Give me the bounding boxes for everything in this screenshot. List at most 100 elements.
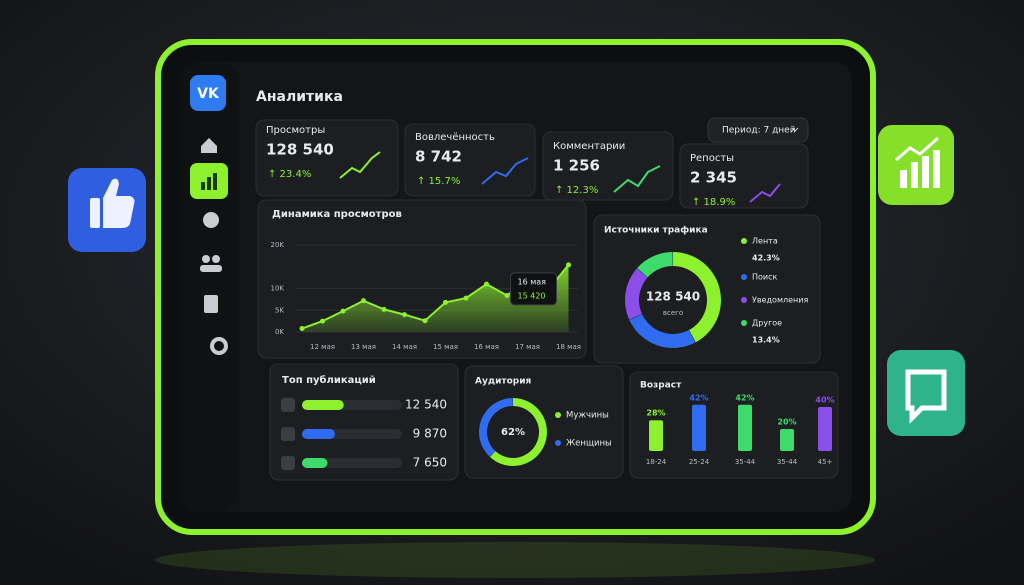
donut-segment <box>489 398 547 466</box>
kpi-value: 2 345 <box>690 169 737 187</box>
home-icon[interactable] <box>201 138 217 153</box>
donut-segment <box>479 398 513 457</box>
point <box>504 292 510 298</box>
age-card <box>629 371 839 479</box>
legend-value: 42.3% <box>752 254 780 263</box>
x-tick-label: 14 мая <box>392 343 417 351</box>
bar <box>780 429 794 451</box>
x-tick-label: 16 мая <box>474 343 499 351</box>
kpi-change: ↑ 23.4% <box>268 169 311 180</box>
area <box>302 264 569 332</box>
kpi-change: ↑ 12.3% <box>555 185 598 196</box>
x-tick-label: 17 мая <box>515 343 540 351</box>
y-tick-label: 5K <box>275 306 284 314</box>
legend-label: Поиск <box>752 273 778 282</box>
legend-dot <box>741 320 747 326</box>
donut-segment <box>625 268 648 320</box>
card-title: Топ публикаций <box>282 374 376 386</box>
sparkline <box>749 183 781 203</box>
bar-value: 9 870 <box>413 427 447 441</box>
card-title: Источники трафика <box>604 226 708 236</box>
chevron <box>791 127 799 132</box>
bar <box>302 458 328 468</box>
tooltip <box>510 272 557 306</box>
checkbox <box>281 456 295 470</box>
tooltip-value: 15 420 <box>518 291 546 300</box>
bar <box>738 404 752 451</box>
donut-segment <box>637 252 673 278</box>
point <box>443 299 448 305</box>
x-tick-label: 13 мая <box>351 343 376 351</box>
bar <box>818 407 832 451</box>
doc-icon[interactable] <box>204 295 218 313</box>
kpi-value: 8 742 <box>415 148 462 166</box>
bar-label: 42% <box>689 393 708 402</box>
x-tick-label: 15 мая <box>433 343 458 351</box>
bar <box>649 420 663 451</box>
pie-icon[interactable] <box>203 212 219 228</box>
point <box>566 262 571 268</box>
legend-label: Другое <box>752 319 782 328</box>
legend-dot <box>741 274 747 280</box>
point <box>320 318 325 324</box>
logo-tile[interactable] <box>190 75 226 111</box>
donut-segment <box>673 252 722 343</box>
kpi-change: ↑ 18.9% <box>692 197 735 208</box>
point <box>484 281 489 287</box>
card-title: Аудитория <box>475 377 532 387</box>
settings-icon[interactable] <box>210 337 228 355</box>
repost-icon <box>887 350 965 436</box>
donut-center-label: всего <box>663 309 683 317</box>
legend-label: Лента <box>752 237 778 246</box>
kpi-value: 1 256 <box>553 157 600 175</box>
checkbox <box>281 427 295 441</box>
card-title: Динамика просмотров <box>272 209 402 220</box>
sparkline <box>481 157 529 185</box>
kpi-label: Вовлечённость <box>415 132 495 143</box>
point <box>422 318 428 324</box>
bar-label: 40% <box>815 396 834 405</box>
y-tick-label: 20K <box>271 241 285 249</box>
users-icon[interactable] <box>202 255 210 263</box>
x-tick-label: 18 мая <box>556 343 581 351</box>
legend-label: Уведомления <box>752 296 808 305</box>
legend-label: Женщины <box>566 439 612 449</box>
y-tick-label: 0K <box>275 328 284 336</box>
reflection <box>155 542 875 578</box>
legend-dot <box>555 440 561 446</box>
kpi-label: Просмотры <box>266 125 325 136</box>
bar-label: 28% <box>646 409 665 418</box>
point <box>340 308 346 314</box>
top-card <box>269 363 459 481</box>
donut-center-value: 62% <box>501 427 525 438</box>
bar <box>692 404 706 451</box>
x-tick-label: 18-24 <box>646 458 667 466</box>
page-title: Аналитика <box>256 89 343 105</box>
kpi-card <box>679 143 809 209</box>
x-tick-label: 12 мая <box>310 343 335 351</box>
sparkline <box>613 165 661 193</box>
x-tick-label: 35-44 <box>735 458 756 466</box>
growth-icon <box>878 125 954 205</box>
bar-label: 20% <box>777 418 796 427</box>
point <box>381 306 387 312</box>
point <box>463 295 469 301</box>
kpi-change: ↑ 15.7% <box>417 176 460 187</box>
donut-segment <box>629 314 696 348</box>
sidebar <box>180 62 238 512</box>
kpi-card <box>404 123 536 197</box>
sparkline <box>339 151 381 179</box>
y-tick-label: 10K <box>271 285 285 293</box>
kpi-value: 128 540 <box>266 141 334 159</box>
x-tick-label: 35-44 <box>777 458 798 466</box>
bar-label: 42% <box>735 393 754 402</box>
point <box>361 298 366 304</box>
period-select[interactable] <box>707 117 809 143</box>
kpi-label: Комментарии <box>553 141 625 152</box>
card-title: Возраст <box>640 381 682 391</box>
legend-label: Мужчины <box>566 411 609 421</box>
like-icon <box>68 168 146 252</box>
bar <box>302 429 335 439</box>
bar <box>302 400 344 410</box>
